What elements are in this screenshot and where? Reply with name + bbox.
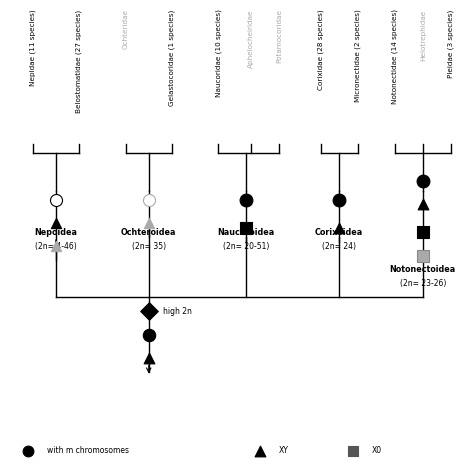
Text: Gelastocoridae (1 species): Gelastocoridae (1 species)	[169, 9, 175, 106]
Point	[243, 196, 250, 204]
Text: (2n= 4-46): (2n= 4-46)	[35, 242, 77, 251]
Text: (2n= 24): (2n= 24)	[322, 242, 356, 251]
Text: Helotrephidae: Helotrephidae	[420, 9, 426, 61]
Text: Notonectoidea: Notonectoidea	[390, 265, 456, 274]
Text: Aphelocheiridae: Aphelocheiridae	[248, 9, 254, 68]
Point	[52, 243, 60, 250]
Text: (2n= 20-51): (2n= 20-51)	[223, 242, 270, 251]
Text: (2n= 23-26): (2n= 23-26)	[400, 279, 446, 288]
Point	[24, 447, 32, 455]
Point	[256, 447, 264, 455]
Text: Corixidae (28 species): Corixidae (28 species)	[318, 9, 324, 90]
Point	[419, 177, 427, 185]
Text: Micronectidae (2 species): Micronectidae (2 species)	[355, 9, 361, 102]
Text: Notonectidae (14 species): Notonectidae (14 species)	[392, 9, 398, 104]
Point	[52, 196, 60, 204]
Point	[419, 228, 427, 236]
Point	[145, 196, 153, 204]
Text: Naucoroidea: Naucoroidea	[218, 228, 275, 237]
Text: (2n= 35): (2n= 35)	[132, 242, 166, 251]
Text: Nepidae (11 species): Nepidae (11 species)	[29, 9, 36, 86]
Text: Corixoidea: Corixoidea	[315, 228, 363, 237]
Point	[145, 331, 153, 338]
Text: Potamocoridae: Potamocoridae	[276, 9, 282, 64]
Point	[145, 308, 153, 315]
Point	[419, 252, 427, 259]
Point	[419, 201, 427, 208]
Text: Ochteroidea: Ochteroidea	[121, 228, 176, 237]
Text: XY: XY	[279, 446, 289, 455]
Point	[145, 354, 153, 362]
Text: X0: X0	[372, 446, 382, 455]
Text: Ochteridae: Ochteridae	[122, 9, 128, 49]
Point	[336, 224, 343, 231]
Text: Naucoridae (10 species): Naucoridae (10 species)	[215, 9, 222, 97]
Point	[336, 196, 343, 204]
Text: Belostomatidae (27 species): Belostomatidae (27 species)	[76, 9, 82, 112]
Point	[145, 219, 153, 227]
Point	[349, 447, 357, 455]
Text: Pleidae (3 species): Pleidae (3 species)	[447, 9, 454, 78]
Text: Nepoidea: Nepoidea	[34, 228, 77, 237]
Text: high 2n: high 2n	[163, 307, 191, 316]
Point	[52, 219, 60, 227]
Text: with m chromosomes: with m chromosomes	[46, 446, 128, 455]
Point	[243, 224, 250, 231]
